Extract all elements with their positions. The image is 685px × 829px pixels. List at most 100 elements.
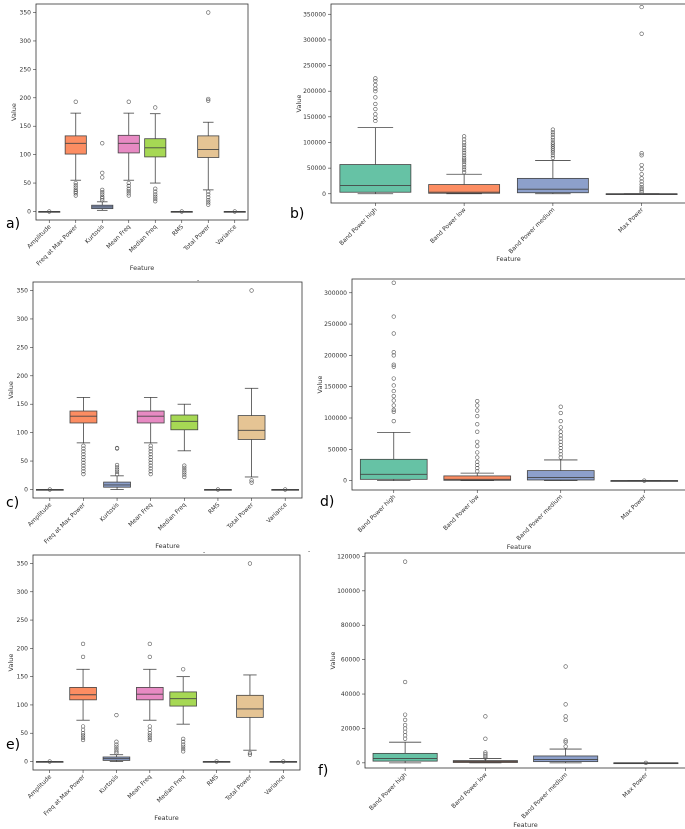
- outlier-point: [100, 187, 105, 192]
- outlier-point: [462, 164, 467, 170]
- plot-frame: [351, 278, 685, 491]
- y-tick-label: 100: [17, 430, 29, 437]
- y-tick-label: 0: [343, 478, 347, 485]
- outlier-point: [391, 350, 396, 355]
- y-axis-title: Value: [329, 652, 337, 670]
- box-band-power-medium: [516, 127, 589, 195]
- outlier-point: [639, 190, 644, 195]
- outlier-point: [475, 462, 480, 468]
- outlier-point: [148, 454, 153, 460]
- outlier-point: [391, 398, 396, 403]
- outlier-point: [462, 137, 467, 142]
- outlier-point: [639, 179, 644, 184]
- stray-tick-mark: -: [308, 548, 310, 555]
- y-tick-label: 200000: [303, 88, 326, 95]
- outlier-point: [81, 472, 86, 477]
- outlier-point: [550, 153, 555, 158]
- outlier-point: [147, 641, 152, 646]
- outlier-point: [80, 735, 86, 740]
- y-tick-label: 250: [17, 617, 29, 624]
- box-median-freq: [144, 105, 167, 204]
- outlier-point: [249, 480, 254, 485]
- outlier-point: [391, 383, 396, 388]
- y-axis-title: Value: [7, 654, 15, 672]
- outlier-point: [391, 364, 396, 369]
- outlier-point: [153, 186, 158, 191]
- outlier-point: [283, 487, 288, 492]
- plot-frame: [330, 3, 685, 204]
- outlier-point: [114, 462, 120, 468]
- outlier-point: [114, 746, 119, 752]
- outlier-point: [247, 561, 253, 566]
- outlier-point: [475, 469, 480, 474]
- box-median-freq: [169, 667, 197, 754]
- panel-b: 0 50000 100000 150000 200000 250000 300000 3500…: [290, 3, 685, 263]
- outlier-point: [47, 209, 52, 214]
- box-mean-freq: [136, 641, 164, 743]
- outlier-point: [550, 127, 555, 132]
- box-total-power: [197, 10, 220, 207]
- box-variance: [223, 209, 246, 214]
- outlier-point: [462, 134, 467, 139]
- y-axis-title: Value: [10, 103, 18, 121]
- outlier-point: [148, 469, 153, 474]
- panel-e: 050100150200250300350ValueAmplitudeFreq …: [6, 554, 301, 822]
- outlier-point: [73, 180, 78, 186]
- outlier-point: [462, 167, 467, 172]
- outlier-point: [81, 443, 86, 448]
- outlier-point: [643, 760, 648, 765]
- outlier-point: [558, 410, 563, 416]
- box-iqr: [197, 135, 220, 158]
- outlier-point: [475, 450, 480, 455]
- outlier-point: [391, 409, 396, 414]
- panel-label: d): [320, 494, 334, 510]
- outlier-point: [126, 183, 131, 188]
- outlier-point: [563, 740, 568, 745]
- x-tick-label: Mean Freq: [105, 223, 132, 250]
- x-tick-label: RMS: [207, 501, 221, 515]
- outlier-point: [475, 455, 480, 460]
- box-iqr: [372, 752, 438, 762]
- box-median-freq: [170, 403, 199, 480]
- outlier-point: [462, 148, 467, 153]
- outlier-point: [181, 749, 186, 754]
- outlier-point: [80, 737, 86, 743]
- outlier-point: [215, 487, 221, 492]
- x-tick-label: Total Power: [224, 773, 254, 803]
- outlier-point: [148, 446, 153, 451]
- outlier-point: [639, 4, 644, 10]
- outlier-point: [475, 422, 480, 427]
- outlier-point: [550, 137, 555, 143]
- panel-c: 050100150200250300350ValueAmplitudeFreq …: [6, 281, 303, 550]
- outlier-point: [475, 459, 480, 464]
- outlier-point: [475, 408, 480, 413]
- outlier-point: [181, 736, 186, 741]
- x-tick-label: Variance: [215, 223, 238, 246]
- outlier-point: [100, 175, 105, 180]
- panel-label: a): [6, 216, 20, 232]
- y-tick-label: 50: [20, 730, 28, 737]
- outlier-point: [391, 314, 396, 319]
- y-tick-label: 50: [23, 180, 31, 187]
- outlier-point: [73, 193, 78, 198]
- x-tick-label: Band Power medium: [520, 771, 569, 820]
- outlier-point: [558, 455, 563, 460]
- outlier-point: [550, 142, 555, 147]
- outlier-point: [462, 145, 467, 150]
- outlier-point: [247, 750, 253, 756]
- y-tick-label: 300000: [303, 37, 326, 44]
- outlier-point: [153, 194, 158, 199]
- x-axis-title: Feature: [507, 543, 532, 551]
- outlier-point: [206, 202, 211, 207]
- y-tick-label: 150000: [324, 384, 347, 391]
- outlier-point: [148, 449, 153, 454]
- y-tick-label: 200000: [324, 352, 347, 359]
- outlier-point: [558, 449, 563, 454]
- outlier-point: [639, 187, 644, 192]
- x-tick-label: Band Power low: [450, 771, 489, 810]
- outlier-point: [475, 439, 480, 444]
- outlier-point: [181, 742, 186, 747]
- box-rms: [204, 487, 232, 492]
- outlier-point: [558, 442, 563, 448]
